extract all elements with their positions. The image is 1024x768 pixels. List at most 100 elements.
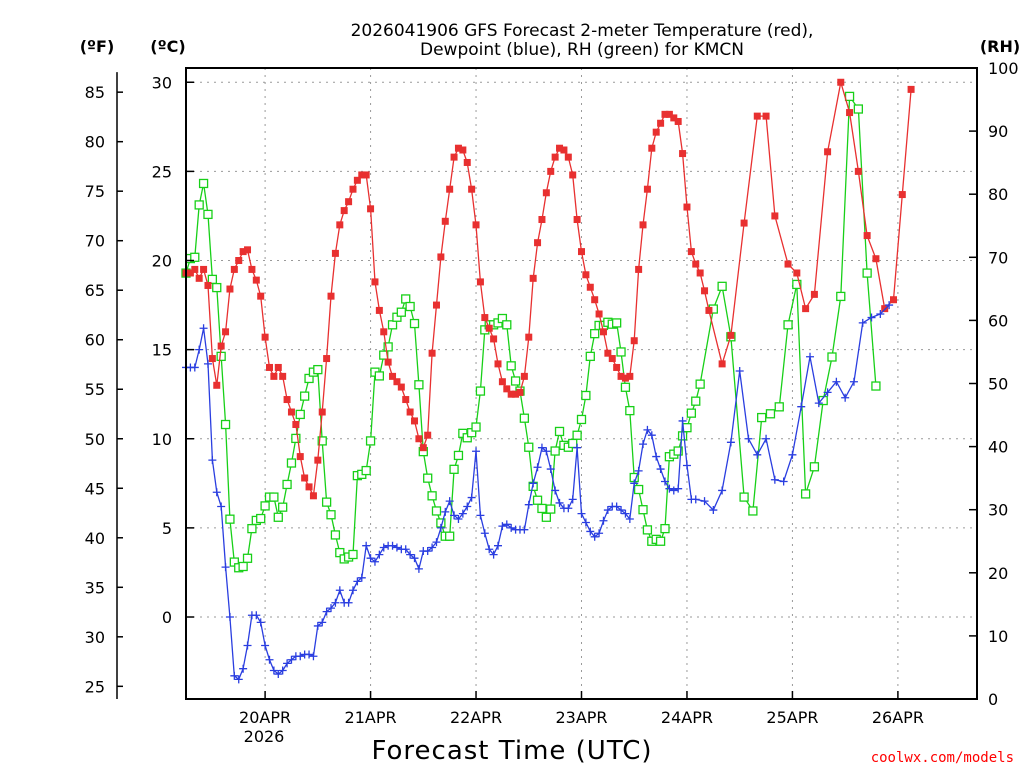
- dewpoint-point: [313, 621, 322, 630]
- temperature-point: [516, 388, 524, 396]
- rh-point: [194, 200, 204, 210]
- dewpoint-point: [335, 586, 344, 595]
- dewpoint-point: [392, 543, 401, 552]
- dewpoint-point: [441, 507, 450, 516]
- dewpoint-point: [753, 450, 762, 459]
- year-label: 2026: [244, 727, 285, 746]
- dewpoint-point: [331, 598, 340, 607]
- grid-lines: [186, 68, 977, 699]
- fahrenheit-tick-label: 50: [85, 430, 105, 449]
- rh-point: [541, 512, 551, 522]
- rh-tick-label: 100: [988, 59, 1019, 78]
- rh-tick-label: 80: [988, 185, 1008, 204]
- temperature-point: [556, 144, 564, 152]
- rh-point: [295, 409, 305, 420]
- dewpoint-point: [665, 484, 674, 493]
- dewpoint-point: [849, 377, 858, 386]
- temperature-point: [846, 109, 854, 117]
- temperature-point: [362, 171, 370, 179]
- temperature-point: [705, 306, 713, 314]
- dewpoint-point: [221, 563, 230, 572]
- temperature-point: [507, 390, 515, 398]
- temperature-point: [771, 212, 779, 220]
- dewpoint-point: [551, 486, 560, 495]
- dewpoint-point: [432, 538, 441, 547]
- temperature-point: [599, 328, 607, 336]
- rh-tick-label: 20: [988, 564, 1008, 583]
- rh-point: [783, 320, 793, 330]
- dewpoint-point: [823, 388, 832, 397]
- temperature-point: [551, 153, 559, 161]
- dewpoint-point: [502, 520, 511, 529]
- temperature-point: [643, 185, 651, 193]
- rh-point: [695, 379, 705, 389]
- temperature-point: [191, 265, 199, 273]
- rh-point: [809, 462, 820, 472]
- rh-point: [502, 320, 512, 330]
- dewpoint-point: [239, 664, 248, 673]
- rh-point: [550, 446, 560, 456]
- x-axis-title: Forecast Time (UTC): [371, 736, 652, 766]
- temperature-point: [393, 378, 401, 386]
- dewpoint-point: [555, 498, 564, 507]
- temperature-point: [239, 248, 247, 256]
- x-tick-label: 21APR: [345, 708, 397, 727]
- dewpoint-point: [428, 543, 437, 552]
- rh-point: [453, 450, 464, 461]
- dewpoint-point: [454, 514, 463, 523]
- rh-point: [348, 549, 358, 560]
- rh-point: [431, 506, 442, 516]
- rh-point: [396, 307, 406, 317]
- temperature-point: [384, 358, 392, 366]
- temperature-point: [327, 292, 335, 300]
- dewpoint-point: [203, 359, 212, 368]
- fahrenheit-tick-label: 80: [85, 133, 105, 152]
- temperature-point: [195, 274, 203, 282]
- rh-point: [519, 413, 530, 423]
- x-tick-label: 25APR: [766, 708, 818, 727]
- dewpoint-point: [621, 509, 630, 518]
- temperature-point: [472, 221, 480, 229]
- temperature-point: [252, 276, 260, 284]
- dewpoint-point: [625, 514, 634, 523]
- dewpoint-point: [885, 301, 894, 310]
- dewpoint-point: [726, 438, 735, 447]
- temperature-point: [301, 474, 309, 482]
- temperature-point: [274, 363, 282, 371]
- dewpoint-point: [327, 604, 336, 613]
- rh-point: [330, 530, 341, 540]
- x-tick-label: 20APR: [239, 708, 291, 727]
- temperature-point: [331, 249, 339, 257]
- rh-point: [572, 430, 582, 440]
- temperature-point: [626, 372, 634, 380]
- rh-point: [321, 497, 332, 507]
- rh-point: [317, 436, 327, 446]
- rh-tick-label: 40: [988, 438, 1008, 457]
- rh-point: [203, 209, 213, 220]
- temperature-point: [503, 385, 511, 393]
- temperature-point: [424, 431, 432, 439]
- dewpoint-point: [423, 547, 432, 556]
- dewpoint-point: [507, 523, 516, 532]
- dewpoint-point: [274, 670, 283, 679]
- temperature-point: [595, 310, 603, 318]
- rh-point: [612, 318, 622, 328]
- temperature-point: [200, 265, 208, 273]
- celsius-tick-label: 0: [162, 608, 172, 627]
- dewpoint-point: [318, 618, 327, 627]
- dewpoint-point: [375, 550, 384, 559]
- fahrenheit-tick-label: 75: [85, 182, 105, 201]
- dewpoint-point: [537, 443, 546, 452]
- dewpoint-point: [458, 509, 467, 518]
- rh-point: [853, 104, 863, 114]
- dewpoint-point: [639, 440, 648, 449]
- rh-tick-label: 70: [988, 248, 1008, 267]
- temperature-point: [213, 381, 221, 389]
- temperature-point: [674, 117, 682, 125]
- rh-point: [423, 473, 433, 483]
- rh-point: [568, 438, 578, 449]
- celsius-tick-label: 15: [152, 341, 172, 360]
- dewpoint-point: [283, 659, 292, 668]
- temperature-point: [692, 260, 700, 268]
- dewpoint-point: [480, 529, 489, 538]
